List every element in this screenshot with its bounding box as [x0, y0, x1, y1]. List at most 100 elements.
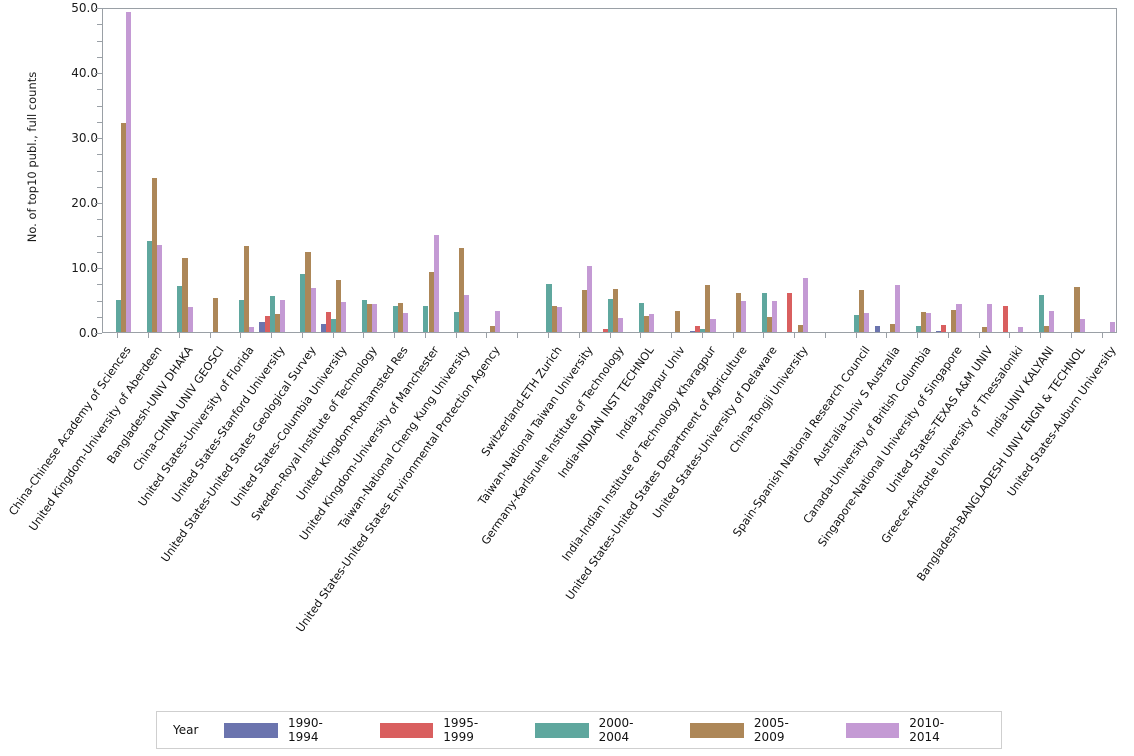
bar	[854, 315, 860, 332]
bar	[279, 299, 285, 332]
bar	[761, 293, 767, 332]
y-axis-minor-tick	[97, 300, 102, 302]
bar	[331, 319, 337, 332]
x-axis-tick-label: China-Chinese Academy of Sciences	[6, 344, 135, 519]
x-axis-tick-mark	[547, 333, 549, 338]
y-axis-minor-tick	[97, 251, 102, 253]
y-axis-minor-tick	[97, 105, 102, 107]
bar	[607, 298, 614, 332]
bar	[556, 307, 562, 332]
y-axis-tick-label: 10.0	[71, 261, 98, 275]
bar	[454, 311, 460, 332]
x-axis-tick-label: United States-United States Environmenta…	[294, 344, 504, 635]
bar	[490, 325, 496, 332]
y-axis-tick-label: 20.0	[71, 196, 98, 210]
legend-item[interactable]: 2005-2009	[690, 716, 817, 744]
bar	[1043, 325, 1049, 332]
bar	[771, 300, 778, 332]
y-axis-minor-tick	[97, 24, 102, 26]
bar	[987, 304, 993, 332]
bar	[936, 330, 942, 332]
y-axis-minor-tick	[97, 284, 102, 286]
bar	[1110, 322, 1116, 332]
bar	[695, 326, 701, 332]
bar	[361, 299, 367, 332]
x-axis-tick-mark	[209, 333, 211, 338]
y-axis-minor-tick	[97, 56, 102, 58]
bar	[951, 309, 957, 332]
bar	[300, 273, 306, 332]
x-axis-tick-mark	[1009, 333, 1011, 338]
legend-item[interactable]: 1990-1994	[224, 716, 351, 744]
bar	[259, 321, 265, 332]
bar	[864, 312, 870, 332]
bar	[274, 313, 280, 332]
y-axis-minor-tick	[97, 186, 102, 188]
legend-item[interactable]: 2010-2014	[845, 716, 973, 744]
x-axis-tick-mark	[517, 333, 519, 338]
legend-item[interactable]: 1995-1999	[379, 716, 507, 744]
bar	[495, 310, 501, 332]
legend-swatch	[535, 722, 589, 738]
bar	[915, 325, 921, 332]
legend-swatch	[690, 722, 744, 738]
x-axis-tick-mark	[609, 333, 611, 338]
bar	[874, 325, 880, 332]
y-axis-minor-tick	[97, 40, 102, 42]
x-axis-tick-mark	[855, 333, 857, 338]
y-axis-tick-mark	[95, 333, 102, 334]
bar	[741, 300, 747, 332]
bar	[1038, 294, 1044, 332]
x-axis-tick-mark	[455, 333, 457, 338]
bar	[766, 317, 772, 332]
bar	[920, 311, 926, 332]
legend-item[interactable]: 2000-2004	[535, 716, 662, 744]
bar	[392, 306, 398, 332]
bar	[889, 324, 895, 332]
bar	[269, 296, 275, 332]
legend-swatch	[845, 722, 900, 738]
bar	[397, 303, 403, 332]
y-axis-tick-mark	[95, 138, 102, 139]
bar	[177, 285, 183, 332]
y-axis-minor-tick	[97, 154, 102, 156]
bar	[602, 328, 608, 332]
bar	[243, 246, 250, 332]
bar	[372, 304, 378, 332]
y-axis-tick-mark	[95, 203, 102, 204]
bar	[894, 285, 901, 332]
bar	[213, 297, 219, 332]
x-axis-tick-mark	[701, 333, 703, 338]
y-axis-minor-tick	[97, 170, 102, 172]
legend-label: 1995-1999	[443, 716, 479, 744]
bar	[264, 316, 270, 332]
bar	[326, 311, 332, 332]
x-axis-tick-mark	[794, 333, 796, 338]
bar	[802, 278, 808, 332]
x-axis-tick-mark	[1040, 333, 1042, 338]
bar	[582, 290, 588, 332]
bar	[238, 300, 244, 332]
x-axis-tick-mark	[301, 333, 303, 338]
bar	[1017, 326, 1024, 332]
x-axis-tick-mark	[486, 333, 488, 338]
bar	[700, 328, 706, 332]
bar	[428, 272, 434, 332]
bar	[115, 299, 121, 332]
x-axis-tick-mark	[394, 333, 396, 338]
y-axis-minor-tick	[97, 89, 102, 91]
bar	[551, 306, 557, 332]
bar	[151, 177, 157, 332]
bar	[146, 241, 152, 332]
x-axis-tick-mark	[148, 333, 150, 338]
bar	[674, 310, 680, 332]
bar	[336, 280, 342, 332]
bar	[187, 307, 193, 332]
bar	[305, 252, 311, 332]
bar	[1002, 306, 1008, 332]
bar	[736, 293, 742, 332]
x-axis-tick-mark	[917, 333, 919, 338]
legend-items: 1990-1994 1995-1999 2000-2004 2005-2009 2010…	[224, 716, 1001, 744]
bar	[956, 304, 962, 332]
